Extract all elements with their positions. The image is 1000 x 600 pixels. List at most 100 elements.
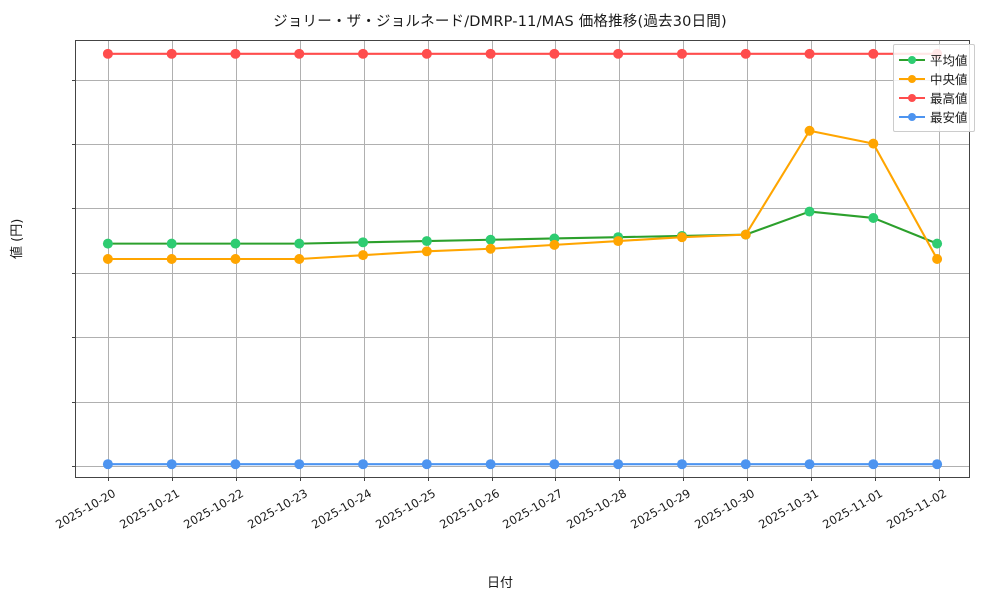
data-point	[358, 48, 369, 59]
y-tick-mark	[72, 337, 76, 339]
series-4	[102, 459, 943, 470]
data-point	[421, 459, 432, 470]
x-tick-mark	[555, 477, 557, 481]
x-tick-mark	[747, 477, 749, 481]
y-tick-mark	[72, 208, 76, 210]
chart-legend[interactable]: 平均値中央値最高値最安値	[893, 44, 975, 132]
series-line	[106, 210, 939, 245]
x-tick-mark	[875, 477, 877, 481]
data-point	[358, 250, 369, 261]
y-tick-mark	[72, 79, 76, 81]
data-point	[166, 459, 177, 470]
gridline-horizontal	[76, 272, 969, 274]
x-tick-mark	[427, 477, 429, 481]
data-point	[804, 48, 815, 59]
y-tick-mark	[72, 144, 76, 146]
data-point	[485, 243, 496, 254]
gridline-vertical	[427, 41, 429, 477]
data-point	[294, 459, 305, 470]
data-point	[166, 238, 177, 249]
gridline-horizontal	[76, 337, 969, 339]
legend-marker-icon	[899, 54, 925, 66]
legend-item-2[interactable]: 中央値	[899, 69, 968, 88]
data-point	[358, 459, 369, 470]
data-point	[549, 239, 560, 250]
gridline-vertical	[619, 41, 621, 477]
data-point	[868, 459, 879, 470]
gridline-horizontal	[76, 466, 969, 468]
x-tick-mark	[235, 477, 237, 481]
data-point	[421, 246, 432, 257]
legend-marker-icon	[899, 92, 925, 104]
data-point	[358, 237, 369, 248]
legend-item-3[interactable]: 最高値	[899, 88, 968, 107]
data-point	[868, 48, 879, 59]
data-point	[294, 48, 305, 59]
data-point	[102, 459, 113, 470]
gridline-horizontal	[76, 208, 969, 210]
series-1	[102, 206, 943, 249]
legend-marker-icon	[899, 111, 925, 123]
gridline-vertical	[747, 41, 749, 477]
data-point	[166, 254, 177, 264]
data-point	[804, 459, 815, 470]
data-point	[740, 48, 751, 59]
y-axis-title: 値 (円)	[10, 218, 25, 259]
data-point	[102, 254, 113, 264]
data-point	[676, 459, 687, 470]
data-point	[485, 234, 496, 245]
legend-item-4[interactable]: 最安値	[899, 107, 968, 126]
data-point	[740, 459, 751, 470]
data-point	[485, 48, 496, 59]
gridline-vertical	[491, 41, 493, 477]
data-point	[868, 138, 879, 149]
x-tick-mark	[491, 477, 493, 481]
data-point	[549, 459, 560, 470]
data-point	[932, 238, 943, 249]
data-point	[230, 48, 241, 59]
legend-label: 最安値	[930, 110, 968, 125]
x-tick-mark	[683, 477, 685, 481]
data-point	[676, 48, 687, 59]
data-point	[613, 459, 624, 470]
data-point	[868, 212, 879, 223]
data-point	[676, 232, 687, 243]
legend-marker-icon	[899, 73, 925, 85]
series-layer	[102, 48, 943, 470]
gridline-vertical	[683, 41, 685, 477]
gridline-vertical	[875, 41, 877, 477]
data-point	[230, 238, 241, 249]
gridline-vertical	[555, 41, 557, 477]
series-2	[102, 125, 943, 264]
series-line	[106, 129, 939, 261]
data-point	[102, 238, 113, 249]
legend-label: 中央値	[930, 72, 968, 87]
data-point	[804, 206, 815, 217]
data-point	[932, 254, 943, 264]
x-tick-mark	[619, 477, 621, 481]
x-tick-mark	[299, 477, 301, 481]
series-3	[102, 48, 943, 59]
data-point	[932, 459, 943, 470]
legend-label: 平均値	[930, 53, 968, 68]
x-tick-mark	[939, 477, 941, 481]
legend-label: 最高値	[930, 91, 968, 106]
data-point	[549, 48, 560, 59]
legend-item-1[interactable]: 平均値	[899, 50, 968, 69]
gridline-horizontal	[76, 79, 969, 81]
data-point	[421, 236, 432, 247]
data-point	[294, 254, 305, 264]
data-point	[294, 238, 305, 249]
gridline-vertical	[811, 41, 813, 477]
y-tick-mark	[72, 401, 76, 403]
y-tick-mark	[72, 272, 76, 274]
gridline-horizontal	[76, 401, 969, 403]
data-point	[421, 48, 432, 59]
data-point	[102, 48, 113, 59]
plot-area	[72, 40, 970, 481]
data-point	[230, 254, 241, 264]
x-tick-mark	[107, 477, 109, 481]
x-tick-mark	[171, 477, 173, 481]
data-point	[613, 236, 624, 247]
